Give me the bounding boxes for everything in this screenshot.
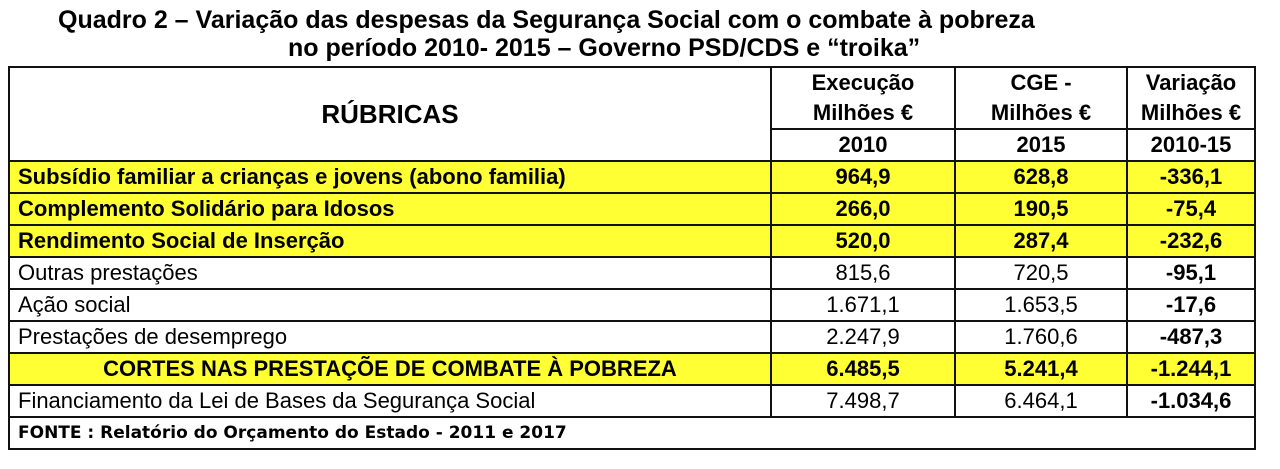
table-row: Prestações de desemprego 2.247,9 1.760,6… (8, 320, 1256, 354)
header-cge: CGE - Milhões € (954, 66, 1128, 130)
value-variation: -95,1 (1126, 256, 1256, 290)
value-2010: 964,9 (770, 160, 956, 194)
row-label: Prestações de desemprego (8, 320, 772, 354)
source-row: FONTE : Relatório do Orçamento do Estado… (8, 416, 1256, 450)
table-row: Ação social 1.671,1 1.653,5 -17,6 (8, 288, 1256, 322)
source-note: FONTE : Relatório do Orçamento do Estado… (8, 416, 1256, 450)
row-label: Complemento Solidário para Idosos (8, 192, 772, 226)
header-execucao: Execução Milhões € (770, 66, 956, 130)
header-execucao-line1: Execução (811, 70, 915, 95)
header-year-2015: 2015 (954, 128, 1128, 162)
value-2010: 2.247,9 (770, 320, 956, 354)
header-row: RÚBRICAS Execução Milhões € CGE - Milhõe… (8, 66, 1256, 162)
value-2015: 287,4 (954, 224, 1128, 258)
value-variation: -75,4 (1126, 192, 1256, 226)
header-year-row: 2010 2015 2010-15 (9, 128, 1256, 162)
value-2010: 266,0 (770, 192, 956, 226)
header-variacao-line2: Milhões € (1140, 100, 1242, 125)
value-2010: 1.671,1 (770, 288, 956, 322)
value-variation: -336,1 (1126, 160, 1256, 194)
header-variacao: Variação Milhões € (1126, 66, 1256, 130)
value-2010: 6.485,5 (770, 352, 956, 386)
value-2010: 7.498,7 (770, 384, 956, 418)
value-2015: 1.760,6 (954, 320, 1128, 354)
row-label: Subsídio familiar a crianças e jovens (a… (8, 160, 772, 194)
value-variation: -1.034,6 (1126, 384, 1256, 418)
value-variation: -232,6 (1126, 224, 1256, 258)
header-cge-line1: CGE - (1010, 70, 1072, 95)
expenditure-table: RÚBRICAS Execução Milhões € CGE - Milhõe… (8, 66, 1256, 450)
table-row: Financiamento da Lei de Bases da Seguran… (8, 384, 1256, 418)
value-2015: 6.464,1 (954, 384, 1128, 418)
header-rubricas: RÚBRICAS (8, 66, 772, 162)
title-line-2: no período 2010- 2015 – Governo PSD/CDS … (288, 34, 921, 62)
value-variation: -17,6 (1126, 288, 1256, 322)
table-row: Subsídio familiar a crianças e jovens (a… (8, 160, 1256, 194)
table-row: Outras prestações 815,6 720,5 -95,1 (8, 256, 1256, 290)
title-line-1: Quadro 2 – Variação das despesas da Segu… (58, 6, 1035, 34)
value-2010: 815,6 (770, 256, 956, 290)
value-2015: 720,5 (954, 256, 1128, 290)
table-row: Rendimento Social de Inserção 520,0 287,… (8, 224, 1256, 258)
row-label: CORTES NAS PRESTAÇÕE DE COMBATE À POBREZ… (8, 352, 772, 386)
header-year-2010: 2010 (770, 128, 956, 162)
row-label: Rendimento Social de Inserção (8, 224, 772, 258)
table-row: Complemento Solidário para Idosos 266,0 … (8, 192, 1256, 226)
value-2015: 628,8 (954, 160, 1128, 194)
value-2015: 5.241,4 (954, 352, 1128, 386)
header-cge-line2: Milhões € (990, 100, 1092, 125)
value-2010: 520,0 (770, 224, 956, 258)
table-row-total: CORTES NAS PRESTAÇÕE DE COMBATE À POBREZ… (8, 352, 1256, 386)
header-execucao-line2: Milhões € (812, 100, 914, 125)
row-label: Outras prestações (8, 256, 772, 290)
header-variacao-line1: Variação (1145, 70, 1237, 95)
value-2015: 1.653,5 (954, 288, 1128, 322)
value-2015: 190,5 (954, 192, 1128, 226)
row-label: Financiamento da Lei de Bases da Seguran… (8, 384, 772, 418)
header-year-variation: 2010-15 (1126, 128, 1256, 162)
value-variation: -487,3 (1126, 320, 1256, 354)
value-variation: -1.244,1 (1126, 352, 1256, 386)
row-label: Ação social (8, 288, 772, 322)
